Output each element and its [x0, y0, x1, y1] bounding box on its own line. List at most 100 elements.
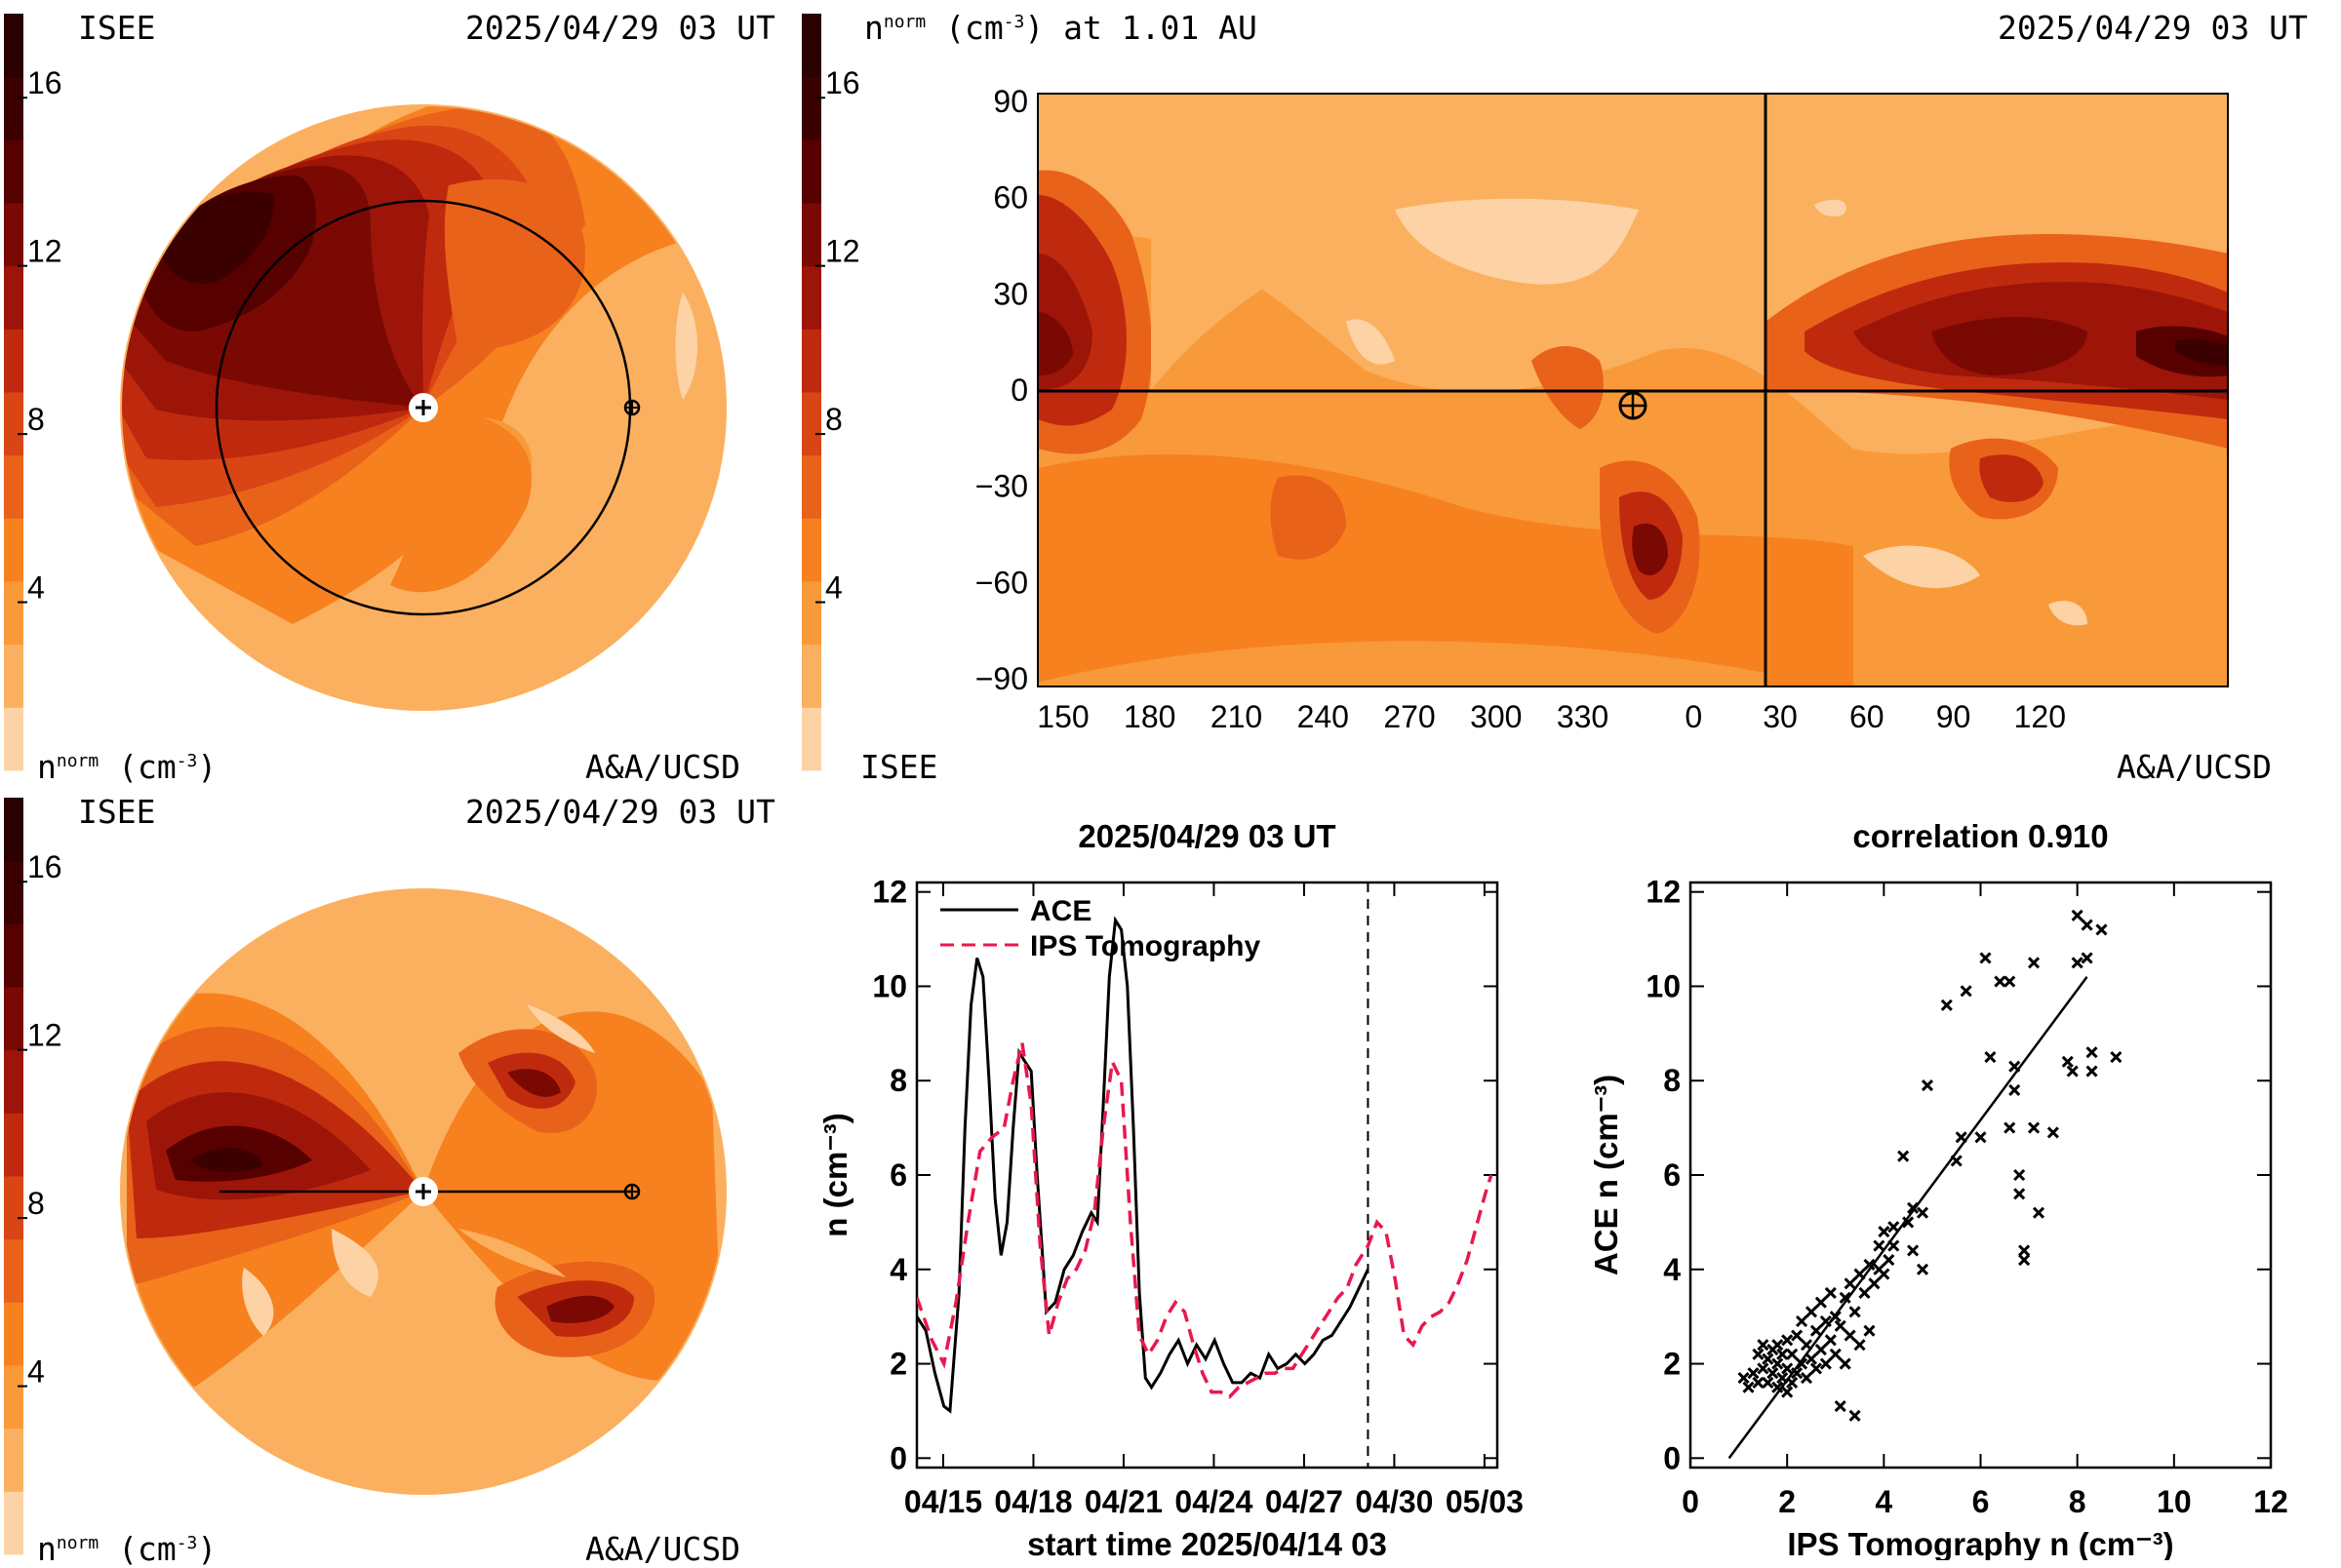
map-lon-tick-label: 90	[1936, 699, 1971, 734]
colorbar-level	[802, 392, 821, 456]
scatter-point	[1819, 1314, 1832, 1328]
map-lon-tick-label: 120	[2014, 699, 2066, 734]
map-lon-tick-label: 180	[1124, 699, 1175, 734]
line-x-tick-label: 04/18	[994, 1484, 1072, 1519]
colorbar-level	[802, 14, 821, 78]
line-y-tick-label: 10	[872, 968, 907, 1003]
scatter-point	[1839, 1357, 1851, 1370]
scatter-point	[1819, 1357, 1832, 1370]
scatter-point	[1814, 1296, 1827, 1309]
scatter-point	[1800, 1371, 1813, 1385]
scatter-point	[1771, 1357, 1784, 1370]
scatter-y-tick-label: 0	[1663, 1440, 1681, 1475]
scatter-x-tick-label: 10	[2157, 1484, 2192, 1519]
colorbar-level	[802, 454, 821, 519]
colorbar-level	[4, 139, 23, 204]
scatter-chart-ylabel: ACE n (cm⁻³)	[1588, 1075, 1624, 1275]
scatter-point	[1762, 1352, 1774, 1365]
scatter-point	[1984, 1050, 1997, 1064]
scatter-point	[1950, 1155, 1963, 1167]
colorbar-tick-label: 8	[825, 402, 843, 437]
org-label-top-left: ISEE	[78, 9, 156, 47]
scatter-point	[2004, 975, 2016, 988]
map-lon-tick-label: 150	[1037, 699, 1089, 734]
scatter-point	[2013, 1168, 2026, 1182]
scatter-point	[1800, 1339, 1813, 1352]
colorbar-tick-label: 12	[825, 234, 860, 269]
colorbar-top-middle: 4 8 12 16	[802, 14, 860, 771]
line-x-tick-label: 04/24	[1174, 1484, 1252, 1519]
scatter-x-tick-label: 8	[2069, 1484, 2086, 1519]
map-lon-tick-label: 240	[1297, 699, 1349, 734]
map-lon-tick-label: 270	[1383, 699, 1435, 734]
scatter-point	[1771, 1339, 1784, 1352]
scatter-point	[1771, 1381, 1784, 1393]
map-lon-tick-label: 330	[1557, 699, 1608, 734]
map-lat-tick-label: −30	[975, 469, 1028, 504]
scatter-point	[2013, 1188, 2026, 1200]
colorbar-level	[4, 1365, 23, 1430]
scatter-point	[1858, 1286, 1871, 1300]
scatter-point	[1907, 1244, 1920, 1257]
line-series-group	[917, 916, 1493, 1414]
colorbar-tick-label: 16	[825, 65, 860, 100]
colorbar-level	[4, 1113, 23, 1177]
time-series-chart: 0 2 4 6 8 10 12 04/15 04/18 04/21 04/24 04/27 04/30 0…	[817, 818, 1524, 1560]
scatter-point	[1781, 1362, 1794, 1375]
scatter-x-tick-label: 4	[1875, 1484, 1892, 1519]
scatter-point	[2095, 923, 2108, 936]
scatter-point	[2027, 957, 2041, 969]
scatter-point	[1776, 1371, 1789, 1385]
earth-marker-map	[1618, 391, 1647, 420]
scatter-y-tick-label: 6	[1663, 1157, 1681, 1193]
scatter-point	[2085, 1046, 2098, 1059]
colorbar-level	[4, 14, 23, 78]
scatter-point	[1844, 1277, 1856, 1290]
colorbar-level	[4, 392, 23, 456]
polar-density-disk-bottom	[120, 888, 727, 1495]
scatter-point	[1752, 1348, 1765, 1360]
scatter-point	[1863, 1324, 1876, 1337]
credit-label-bottom-left: A&A/UCSD	[585, 1530, 740, 1568]
scatter-point	[1805, 1306, 1818, 1318]
colorbar-level	[4, 581, 23, 646]
scatter-point	[1863, 1258, 1876, 1272]
scatter-y-tick-label: 8	[1663, 1063, 1681, 1098]
line-chart-ylabel: n (cm⁻³)	[817, 1113, 853, 1236]
scatter-plot-frame	[1688, 881, 2273, 1470]
scatter-point	[1994, 975, 2006, 988]
scatter-x-tick-label: 2	[1778, 1484, 1796, 1519]
colorbar-tick-label: 4	[27, 570, 45, 606]
colorbar-level	[4, 707, 23, 771]
legend-label: IPS Tomography	[1030, 930, 1260, 962]
regression-line	[1727, 976, 2088, 1460]
scatter-point	[1940, 999, 1953, 1011]
map-title: nnorm (cm-3) at 1.01 AU	[864, 9, 1257, 47]
map-lat-tick-label: 90	[993, 84, 1028, 119]
map-lon-tick-label: 300	[1470, 699, 1522, 734]
scatter-point	[1781, 1334, 1794, 1347]
colorbar-level	[4, 1049, 23, 1114]
scatter-point	[1814, 1343, 1827, 1356]
scatter-point	[2018, 1254, 2031, 1267]
line-x-tick-label: 05/03	[1446, 1484, 1524, 1519]
scatter-point	[1752, 1376, 1765, 1389]
scatter-point	[1786, 1376, 1799, 1389]
colorbar-level	[802, 644, 821, 708]
scatter-point	[2008, 1060, 2021, 1073]
colorbar-level	[802, 518, 821, 582]
colorbar-level	[4, 987, 23, 1051]
scatter-point	[1897, 1150, 1910, 1162]
scatter-point	[2032, 1206, 2045, 1219]
scatter-point	[1907, 1201, 1920, 1214]
scatter-point	[1829, 1348, 1842, 1360]
scatter-point	[1776, 1348, 1789, 1360]
scatter-point	[1979, 952, 1992, 964]
time-label-bottom-left: 2025/04/29 03 UT	[465, 793, 775, 831]
scatter-point	[1795, 1314, 1808, 1328]
scatter-x-tick-label: 6	[1972, 1484, 1990, 1519]
colorbar-level	[4, 203, 23, 267]
scatter-y-tick-label: 4	[1663, 1252, 1681, 1287]
unit-label-top-left: nnorm (cm-3)	[37, 748, 218, 786]
colorbar-tick-label: 16	[27, 849, 62, 884]
